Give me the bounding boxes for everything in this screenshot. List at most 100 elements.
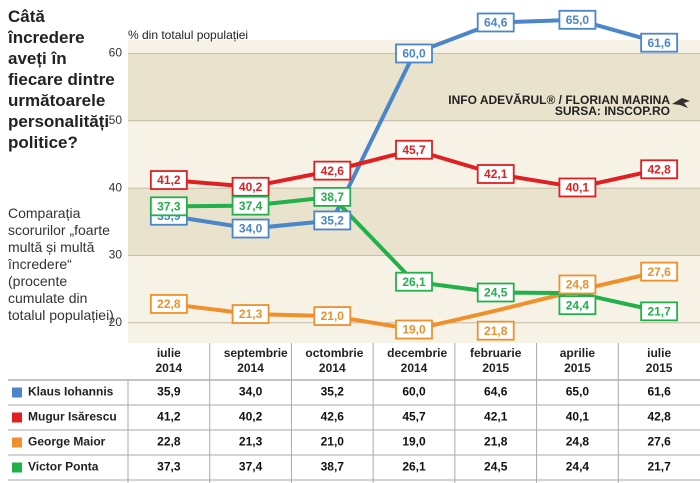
value-label-box	[149, 294, 188, 314]
value-label: 42,1	[484, 167, 508, 181]
value-label-box	[476, 12, 515, 33]
x-tick-label: iulie 2014	[155, 346, 183, 375]
table-value: 21,3	[239, 435, 263, 449]
value-label: 42,8	[647, 162, 671, 176]
logo	[672, 98, 690, 108]
legend-label: Mugur Isărescu	[28, 410, 117, 424]
value-label-box	[149, 196, 188, 217]
category-box: februarie 2015	[470, 346, 522, 375]
table-value: 40,2	[239, 410, 263, 424]
legend-swatch	[12, 387, 22, 398]
table-value: 21,8	[484, 435, 508, 449]
table-background	[0, 343, 700, 483]
value-label: 26,1	[402, 275, 426, 289]
table-value: 42,1	[484, 410, 508, 424]
value-label-box	[313, 186, 352, 207]
value-label: 38,7	[321, 190, 345, 204]
subtitle-box: Comparația scorurilor „foarte multă și m…	[8, 205, 114, 323]
value-label-box	[231, 218, 270, 239]
table-value: 35,9	[157, 385, 181, 399]
table-value: 21,7	[647, 460, 671, 474]
y-tick-label: 40	[109, 180, 123, 194]
value-label: 21,3	[239, 307, 263, 321]
x-tick-label: octombrie 2014	[305, 346, 364, 375]
value-label-box	[640, 159, 679, 180]
value-label: 65,0	[566, 13, 590, 27]
value-label: 34,0	[239, 222, 263, 236]
table-value: 35,2	[321, 385, 345, 399]
category-box: aprilie 2015	[559, 346, 596, 375]
value-label: 61,6	[647, 36, 671, 50]
table-value: 60,0	[402, 385, 426, 399]
value-label-box	[231, 304, 270, 324]
x-tick-label: aprilie 2015	[559, 346, 596, 375]
table-value: 27,6	[647, 435, 671, 449]
value-label-box	[231, 195, 270, 216]
y-axis-label: % din totalul populației	[128, 28, 248, 42]
table-value: 24,4	[566, 460, 590, 474]
value-label: 45,7	[402, 143, 426, 157]
value-label-box	[395, 43, 433, 64]
chart-subtitle: Comparația scorurilor „foarte multă și m…	[8, 205, 114, 323]
title-box: Câtă încredere aveți în fiecare dintre u…	[8, 7, 115, 152]
legend-label: Klaus Iohannis	[28, 385, 114, 399]
x-tick-label: februarie 2015	[470, 346, 522, 375]
legend-swatch	[12, 462, 22, 473]
value-label: 24,4	[566, 298, 590, 312]
legend-swatch	[12, 412, 22, 423]
value-label: 40,2	[239, 180, 263, 194]
value-label-box	[640, 32, 679, 53]
legend-label: George Maior	[28, 435, 106, 449]
table-value: 21,0	[321, 435, 345, 449]
y-tick-label: 50	[109, 113, 123, 127]
x-tick-label: iulie 2015	[645, 346, 673, 375]
value-label-box	[640, 301, 679, 322]
value-label-box	[558, 9, 597, 30]
value-label-box	[558, 274, 597, 295]
value-label: 40,1	[566, 181, 590, 195]
value-label: 24,8	[566, 278, 590, 292]
table-value: 61,6	[647, 385, 671, 399]
table-value: 65,0	[566, 385, 590, 399]
table-value: 37,4	[239, 460, 263, 474]
table-value: 64,6	[484, 385, 508, 399]
table-value: 38,7	[321, 460, 345, 474]
value-label-box	[395, 319, 433, 340]
category-box: octombrie 2014	[305, 346, 364, 375]
value-label: 41,2	[157, 173, 181, 187]
value-label-box	[476, 320, 515, 341]
value-label-box	[558, 177, 597, 198]
table-value: 40,1	[566, 410, 590, 424]
category-box: septembrie 2014	[223, 346, 288, 375]
value-label: 27,6	[647, 265, 671, 279]
source: SURSA: INSCOP.RO	[555, 104, 670, 118]
y-tick-label: 20	[109, 315, 123, 329]
value-label-box	[313, 160, 352, 181]
value-label: 21,8	[484, 324, 508, 338]
table-value: 41,2	[157, 410, 181, 424]
value-label: 35,2	[321, 214, 345, 228]
value-label-box	[395, 271, 433, 292]
y-tick-label: 30	[109, 248, 123, 262]
value-label-box	[476, 164, 515, 184]
x-tick-label: septembrie 2014	[223, 346, 288, 375]
value-label: 22,8	[157, 297, 181, 311]
category-box: iulie 2015	[645, 346, 673, 375]
table-value: 42,6	[321, 410, 345, 424]
value-label: 64,6	[484, 16, 508, 30]
category-box: iulie 2014	[155, 346, 183, 375]
table-value: 34,0	[239, 385, 263, 399]
value-label: 21,7	[647, 305, 671, 319]
value-label: 37,4	[239, 199, 263, 213]
legend-swatch	[12, 437, 22, 448]
credit: INFO ADEVĂRUL® / FLORIAN MARINA	[448, 92, 670, 107]
legend-label: Victor Ponta	[28, 460, 99, 474]
value-label-box	[395, 139, 433, 160]
value-label: 60,0	[402, 47, 426, 61]
value-label-box	[313, 210, 352, 231]
table-value: 42,8	[647, 410, 671, 424]
table-value: 22,8	[157, 435, 181, 449]
chart-title: Câtă încredere aveți în fiecare dintre u…	[8, 7, 115, 152]
table-value: 37,3	[157, 460, 181, 474]
